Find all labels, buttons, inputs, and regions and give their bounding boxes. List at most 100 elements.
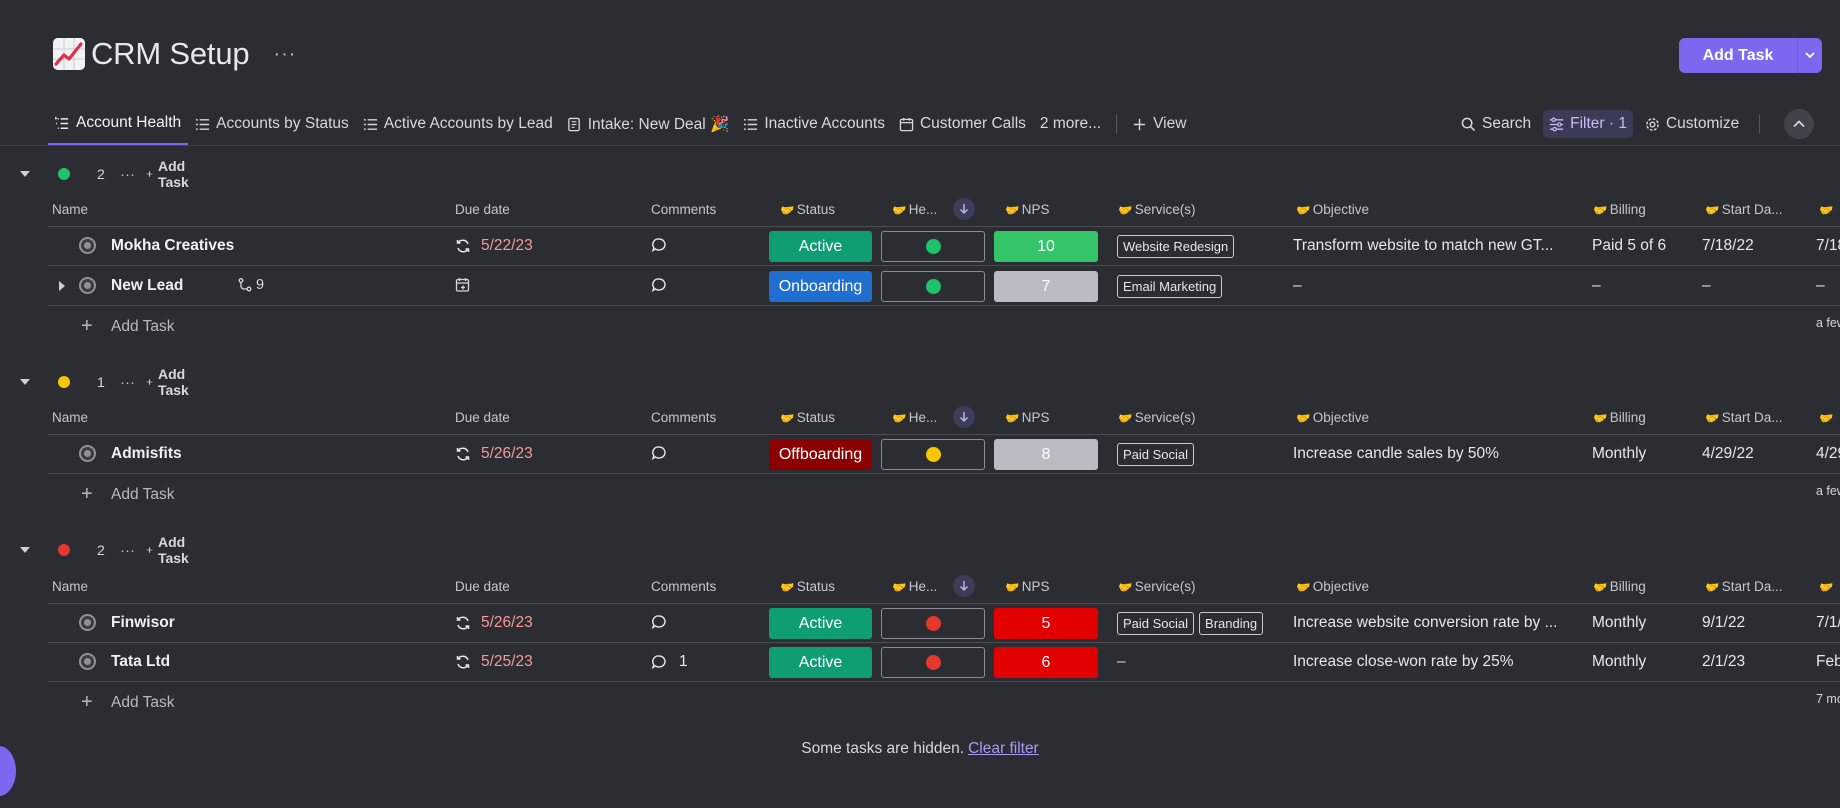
objective-cell[interactable]: Increase close-won rate by 25% — [1293, 653, 1514, 670]
col-billing[interactable]: 🤝 Billing — [1592, 202, 1646, 217]
services-cell[interactable]: Email Marketing — [1117, 275, 1223, 298]
group-add-task-button[interactable]: Add Task — [146, 158, 194, 190]
filter-button[interactable]: Filter · 1 — [1543, 110, 1633, 138]
table-row[interactable]: Finwisor 5/26/23 Active 5 Paid Social Br… — [48, 604, 1840, 643]
collapse-group-icon[interactable] — [20, 547, 30, 553]
table-row[interactable]: New Lead 9 Onboarding 7 Email Marketing … — [48, 267, 1840, 306]
col-services[interactable]: 🤝 Service(s) — [1117, 202, 1195, 217]
col-start-date[interactable]: 🤝 Start Da... — [1704, 202, 1782, 217]
due-date[interactable]: 5/22/23 — [455, 237, 533, 255]
group-more-icon[interactable]: ··· — [120, 541, 135, 559]
col-name[interactable]: Name — [52, 410, 89, 425]
floating-action-button[interactable] — [0, 746, 16, 796]
subtask-count[interactable]: 9 — [238, 277, 264, 293]
nps-cell[interactable]: 10 — [994, 231, 1098, 262]
tab-customer-calls[interactable]: Customer Calls — [892, 103, 1033, 145]
status-badge[interactable]: Offboarding — [769, 439, 872, 470]
nps-cell[interactable]: 6 — [994, 647, 1098, 678]
task-name[interactable]: Tata Ltd — [111, 653, 171, 670]
col-due-date[interactable]: Due date — [455, 202, 510, 217]
extra-cell[interactable]: 7/18 — [1816, 237, 1840, 254]
objective-cell[interactable]: Increase candle sales by 50% — [1293, 445, 1499, 462]
col-name[interactable]: Name — [52, 202, 89, 217]
col-objective[interactable]: 🤝 Objective — [1295, 202, 1369, 217]
col-name[interactable]: Name — [52, 579, 89, 594]
services-cell[interactable]: Paid Social Branding — [1117, 612, 1264, 635]
col-extra[interactable]: 🤝 — [1818, 202, 1836, 217]
task-status-icon[interactable] — [79, 653, 96, 670]
health-cell[interactable] — [881, 271, 985, 302]
sort-desc-icon[interactable] — [953, 406, 975, 428]
col-nps[interactable]: 🤝 NPS — [1004, 202, 1049, 217]
collapse-header-button[interactable] — [1784, 109, 1815, 139]
add-view-button[interactable]: View — [1125, 103, 1193, 145]
add-task-row[interactable]: + Add Task a few seconds — [48, 475, 1840, 515]
tab-account-health[interactable]: Account Health — [48, 103, 189, 145]
extra-cell[interactable]: 7/1/ — [1816, 614, 1840, 631]
col-nps[interactable]: 🤝 NPS — [1004, 410, 1049, 425]
services-cell[interactable]: – — [1117, 653, 1126, 671]
comments-cell[interactable] — [651, 277, 679, 293]
start-date-cell[interactable]: – — [1702, 277, 1711, 294]
col-billing[interactable]: 🤝 Billing — [1592, 579, 1646, 594]
col-due-date[interactable]: Due date — [455, 410, 510, 425]
expand-subtasks-icon[interactable] — [59, 281, 65, 291]
objective-cell[interactable]: Transform website to match new GT... — [1293, 237, 1554, 254]
col-billing[interactable]: 🤝 Billing — [1592, 410, 1646, 425]
group-add-task-button[interactable]: Add Task — [146, 534, 194, 566]
set-due-date-button[interactable] — [455, 277, 471, 298]
billing-cell[interactable]: Monthly — [1592, 445, 1647, 462]
col-start-date[interactable]: 🤝 Start Da... — [1704, 410, 1782, 425]
task-name[interactable]: Admisfits — [111, 445, 182, 462]
objective-cell[interactable]: Increase website conversion rate by ... — [1293, 614, 1558, 631]
col-objective[interactable]: 🤝 Objective — [1295, 410, 1369, 425]
comments-cell[interactable] — [651, 614, 679, 630]
due-date[interactable]: 5/26/23 — [455, 614, 533, 632]
extra-cell[interactable]: – — [1816, 277, 1825, 294]
nps-cell[interactable]: 7 — [994, 271, 1098, 302]
objective-cell[interactable]: – — [1293, 277, 1302, 294]
col-status[interactable]: 🤝 Status — [779, 202, 835, 217]
health-cell[interactable] — [881, 439, 985, 470]
health-cell[interactable] — [881, 608, 985, 639]
table-row[interactable]: Admisfits 5/26/23 Offboarding 8 Paid Soc… — [48, 435, 1840, 474]
billing-cell[interactable]: Monthly — [1592, 614, 1647, 631]
status-badge[interactable]: Active — [769, 647, 872, 678]
col-health[interactable]: 🤝 He... — [891, 410, 937, 425]
billing-cell[interactable]: – — [1592, 277, 1601, 294]
col-extra[interactable]: 🤝 — [1818, 579, 1836, 594]
search-button[interactable]: Search — [1455, 110, 1537, 138]
health-cell[interactable] — [881, 647, 985, 678]
services-cell[interactable]: Paid Social — [1117, 443, 1195, 466]
status-badge[interactable]: Active — [769, 231, 872, 262]
col-health[interactable]: 🤝 He... — [891, 202, 937, 217]
group-add-task-button[interactable]: Add Task — [146, 366, 194, 398]
due-date[interactable]: 5/26/23 — [455, 445, 533, 463]
col-extra[interactable]: 🤝 — [1818, 410, 1836, 425]
billing-cell[interactable]: Monthly — [1592, 653, 1647, 670]
status-badge[interactable]: Onboarding — [769, 271, 872, 302]
start-date-cell[interactable]: 7/18/22 — [1702, 237, 1754, 254]
col-comments[interactable]: Comments — [651, 579, 717, 594]
task-status-icon[interactable] — [79, 277, 96, 294]
extra-cell[interactable]: 4/29 — [1816, 445, 1840, 462]
tab-accounts-by-status[interactable]: Accounts by Status — [188, 103, 356, 145]
task-name[interactable]: Mokha Creatives — [111, 237, 235, 254]
col-status[interactable]: 🤝 Status — [779, 410, 835, 425]
start-date-cell[interactable]: 2/1/23 — [1702, 653, 1746, 670]
task-status-icon[interactable] — [79, 445, 96, 462]
tab-active-accounts-by-lead[interactable]: Active Accounts by Lead — [356, 103, 560, 145]
col-comments[interactable]: Comments — [651, 202, 717, 217]
col-objective[interactable]: 🤝 Objective — [1295, 579, 1369, 594]
sort-desc-icon[interactable] — [953, 575, 975, 597]
comments-cell[interactable] — [651, 445, 679, 461]
task-status-icon[interactable] — [79, 614, 96, 631]
start-date-cell[interactable]: 9/1/22 — [1702, 614, 1746, 631]
due-date[interactable]: 5/25/23 — [455, 653, 533, 671]
collapse-group-icon[interactable] — [20, 379, 30, 385]
group-more-icon[interactable]: ··· — [120, 373, 135, 391]
tab-intake-new-deal[interactable]: Intake: New Deal 🎉 — [560, 103, 737, 145]
title-more-icon[interactable]: ··· — [273, 42, 297, 65]
nps-cell[interactable]: 8 — [994, 439, 1098, 470]
sort-desc-icon[interactable] — [953, 198, 975, 220]
